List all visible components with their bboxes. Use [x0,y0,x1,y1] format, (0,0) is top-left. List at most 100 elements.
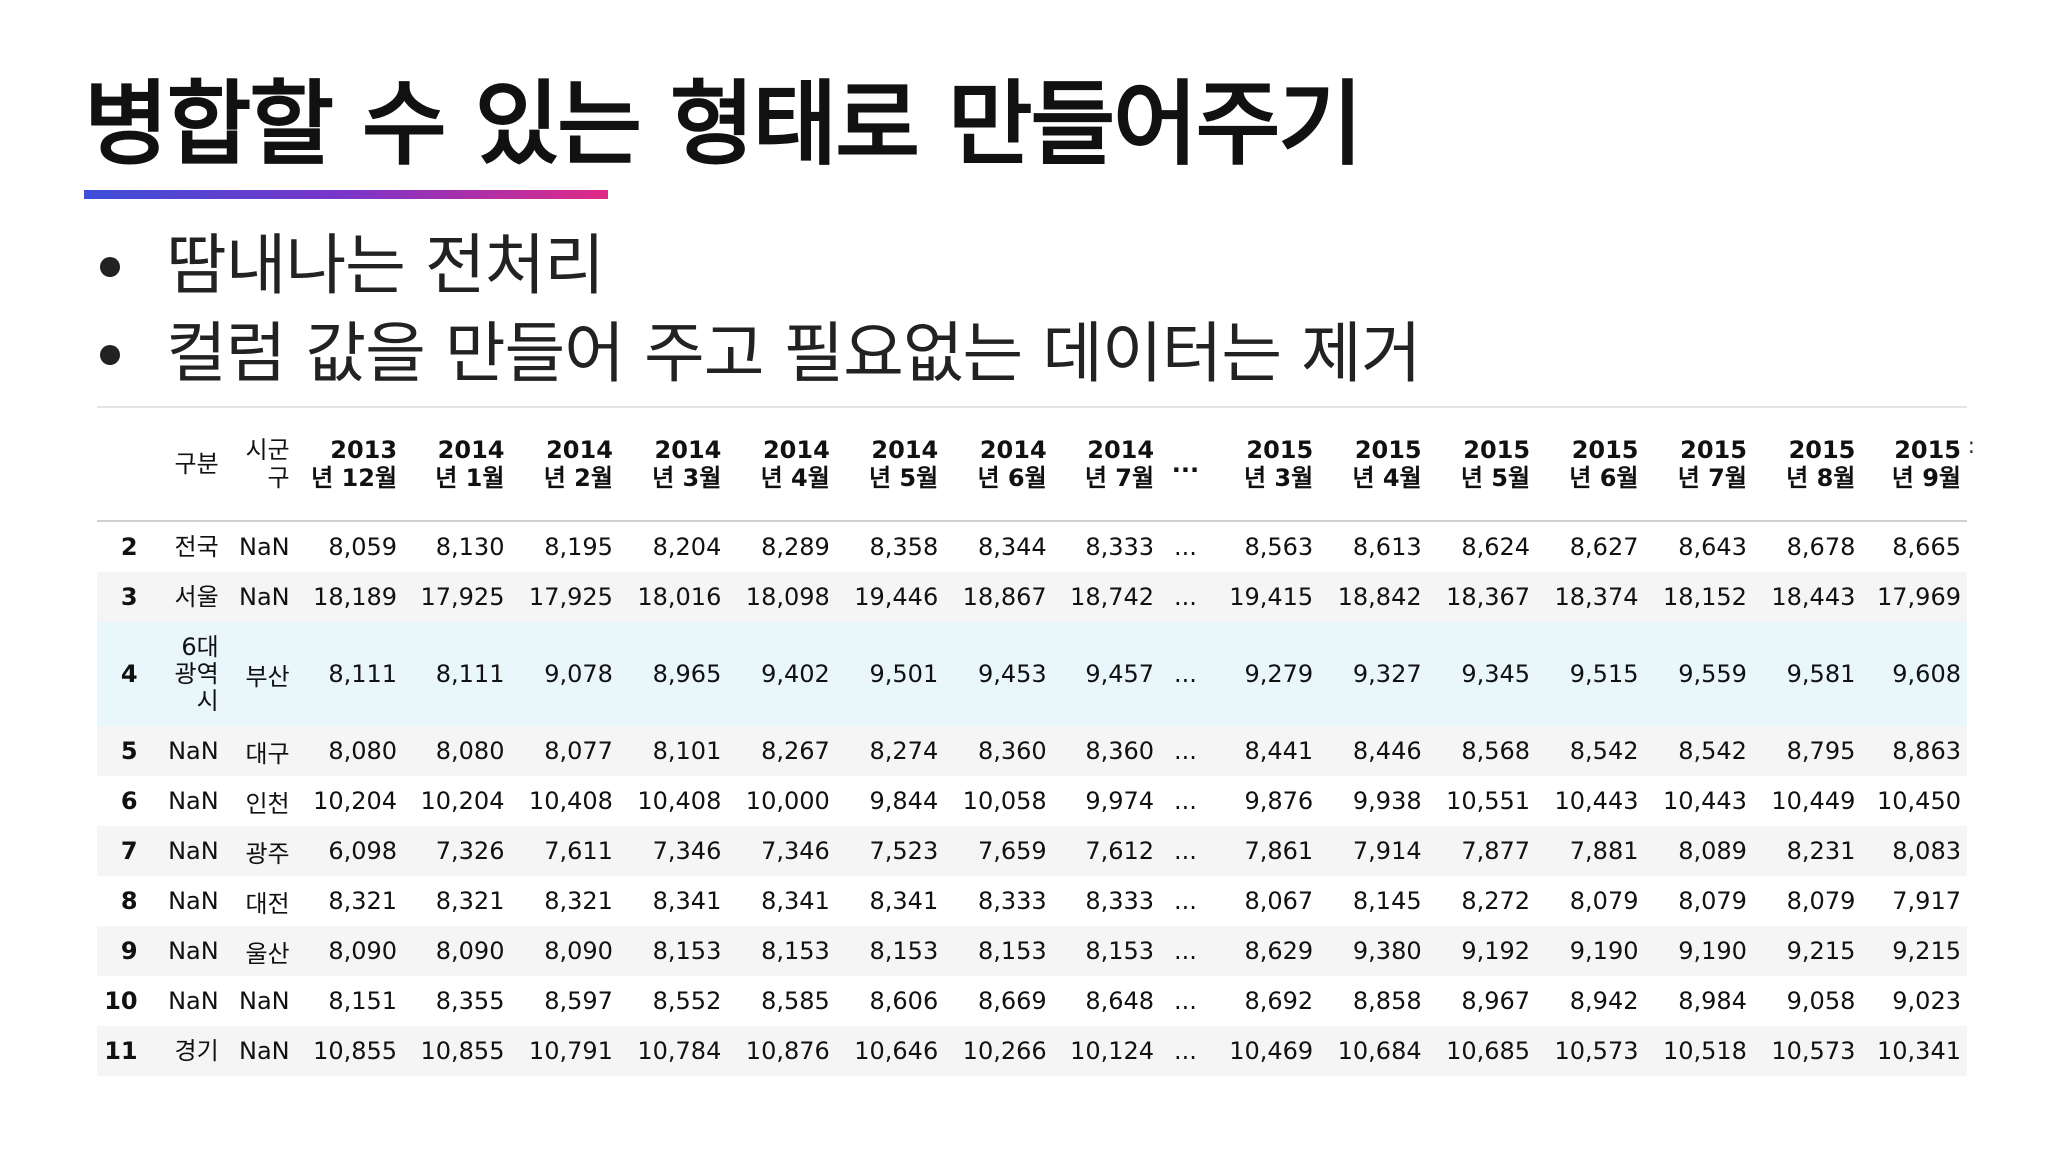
column-header-line1: 2015 [1354,436,1422,464]
cell-value: 8,678 [1786,533,1856,561]
cell-value: 10,646 [835,1026,945,1076]
cell-region: NaN [143,726,225,776]
cell-ellipsis: ... [1160,622,1211,726]
cell-value: 8,059 [328,533,398,561]
cell-value: 8,341 [652,887,722,915]
cell-value: 8,344 [977,533,1047,561]
cell-value: 10,204 [313,787,398,815]
cell-value: 18,189 [295,572,404,622]
cell-value: 8,355 [435,987,505,1015]
cell-region-line: NaN [168,836,219,865]
cell-region-line: 광역 [174,659,219,688]
column-header: 2014 년 1월 [403,408,511,522]
cell-value: 8,965 [618,622,728,726]
cell-region: 서울 [143,572,225,622]
cell-value: 9,023 [1892,987,1961,1015]
cell-value: 8,145 [1352,887,1422,915]
table-row[interactable]: 7 NaN 광주 6,098 7,326 7,611 7,346 7,346 7,523 7,65… [97,826,1967,876]
cell-value: 8,289 [761,533,830,561]
cell-value: 8,863 [1861,726,1967,776]
row-index: 3 [97,572,144,622]
cell-region-line: NaN [168,886,219,915]
cell-value: 8,552 [652,987,722,1015]
cell-value: 9,453 [944,622,1053,726]
table-row[interactable]: 4 6대 광역 시 부산 8,111 8,111 9,078 8,965 9,402 9,501 9,… [97,622,1967,726]
cell-value: 7,346 [727,826,836,876]
cell-value: 8,151 [328,987,398,1015]
column-header-line2: 년 6월 [977,464,1047,492]
cell-value: 9,581 [1752,622,1862,726]
cell-value: 10,450 [1877,787,1961,815]
cell-value: 8,629 [1210,926,1320,976]
cell-value: 7,914 [1319,826,1428,876]
cell-value: 10,266 [944,1026,1053,1076]
cell-value: 8,153 [618,926,728,976]
row-index: 10 [104,987,138,1015]
table-row[interactable]: 2 전국 NaN 8,059 8,130 8,195 8,204 8,289 8,358 8,34… [97,521,1967,572]
column-header-line1: 2014 [437,436,505,464]
cell-value: 10,518 [1644,1026,1753,1076]
cell-region-line: NaN [168,986,219,1015]
column-header: 2015 년 8월 [1752,408,1862,522]
cell-value: 10,855 [403,1026,511,1076]
table-row[interactable]: 8 NaN 대전 8,321 8,321 8,321 8,341 8,341 8,341 8,33… [97,876,1967,926]
column-header: 2014 년 5월 [835,408,945,522]
slide-title: 병합할 수 있는 형태로 만들어주기 [84,71,1363,178]
truncation-mark: : [1967,434,1975,459]
column-header-line2: 년 8월 [1786,464,1856,492]
cell-value: 8,272 [1461,887,1531,915]
cell-subregion: 인천 [245,789,290,818]
cell-value: 9,974 [1085,787,1155,815]
cell-value: 9,380 [1319,926,1428,976]
column-header-line2: 년 9월 [1891,464,1961,492]
cell-value: 9,402 [727,622,836,726]
column-header-line1: 2015 [1463,436,1531,464]
cell-value: 7,881 [1536,826,1645,876]
cell-value: 18,016 [618,572,728,622]
cell-value: 8,568 [1427,726,1537,776]
cell-value: 8,067 [1244,887,1314,915]
cell-value: 8,153 [1052,926,1161,976]
table-row[interactable]: 6 NaN 인천 10,204 10,204 10,408 10,408 10,000 9,84… [97,776,1967,826]
table-row[interactable]: 10 NaN NaN 8,151 8,355 8,597 8,552 8,585 8,606 8,… [97,976,1967,1026]
cell-value: 8,083 [1861,826,1967,876]
row-index: 5 [97,726,144,776]
table-row[interactable]: 9 NaN 울산 8,090 8,090 8,090 8,153 8,153 8,153 8,15… [97,926,1967,976]
bullet-text: 컬럼 값을 만들어 주고 필요없는 데이터는 제거 [166,315,1422,392]
column-header: 2015 년 5월 [1427,408,1537,522]
cell-value: 8,563 [1244,533,1314,561]
column-header-line1: 2015 [1246,436,1314,464]
cell-value: 9,190 [1536,926,1645,976]
cell-value: 8,101 [618,726,728,776]
cell-value: 8,204 [652,533,722,561]
column-header-line1: 시군 [245,436,290,464]
cell-region-line: 전국 [174,532,219,561]
cell-value: 9,844 [869,787,939,815]
cell-value: 8,984 [1678,987,1747,1015]
cell-ellipsis: ... [1173,533,1197,561]
cell-value: 8,321 [435,887,505,915]
cell-value: 8,942 [1569,987,1639,1015]
column-header-line1: 2013 [330,436,398,464]
cell-value: 18,152 [1644,572,1753,622]
cell-value: 9,279 [1210,622,1320,726]
column-header-line1: 2015 [1680,436,1747,464]
table-row[interactable]: 11 경기 NaN 10,855 10,855 10,791 10,784 10,876 10,… [97,1026,1967,1076]
cell-value: 10,573 [1536,1026,1645,1076]
column-header-line2: 년 3월 [652,464,722,492]
cell-value: 8,090 [403,926,511,976]
cell-value: 8,597 [544,987,613,1015]
cell-value: 8,089 [1644,826,1753,876]
table-row[interactable]: 3 서울 NaN 18,189 17,925 17,925 18,016 18,098 19,4… [97,572,1967,622]
cell-value: 8,130 [435,533,505,561]
bullet-item: 컬럼 값을 만들어 주고 필요없는 데이터는 제거 [96,310,1422,398]
row-index: 9 [97,926,144,976]
cell-value: 9,215 [1861,926,1967,976]
cell-value: 8,858 [1352,987,1422,1015]
cell-value: 10,443 [1662,787,1747,815]
cell-value: 9,215 [1752,926,1862,976]
cell-value: 8,080 [295,726,404,776]
cell-ellipsis: ... [1173,787,1197,815]
cell-value: 10,124 [1052,1026,1161,1076]
table-row[interactable]: 5 NaN 대구 8,080 8,080 8,077 8,101 8,267 8,274 8,36… [97,726,1967,776]
